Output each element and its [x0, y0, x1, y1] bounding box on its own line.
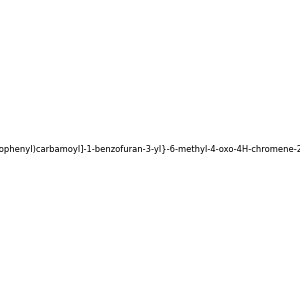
Text: N-{2-[(4-chlorophenyl)carbamoyl]-1-benzofuran-3-yl}-6-methyl-4-oxo-4H-chromene-2: N-{2-[(4-chlorophenyl)carbamoyl]-1-benzo…: [0, 146, 300, 154]
